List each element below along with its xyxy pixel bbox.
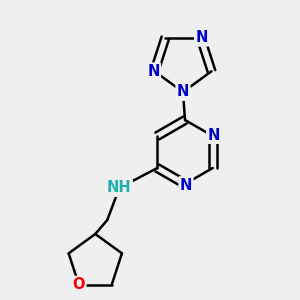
Text: N: N	[208, 128, 220, 142]
Text: N: N	[195, 30, 208, 45]
Text: O: O	[73, 277, 85, 292]
Text: N: N	[147, 64, 160, 79]
Text: N: N	[180, 178, 192, 193]
Text: N: N	[177, 85, 189, 100]
Text: NH: NH	[107, 181, 132, 196]
